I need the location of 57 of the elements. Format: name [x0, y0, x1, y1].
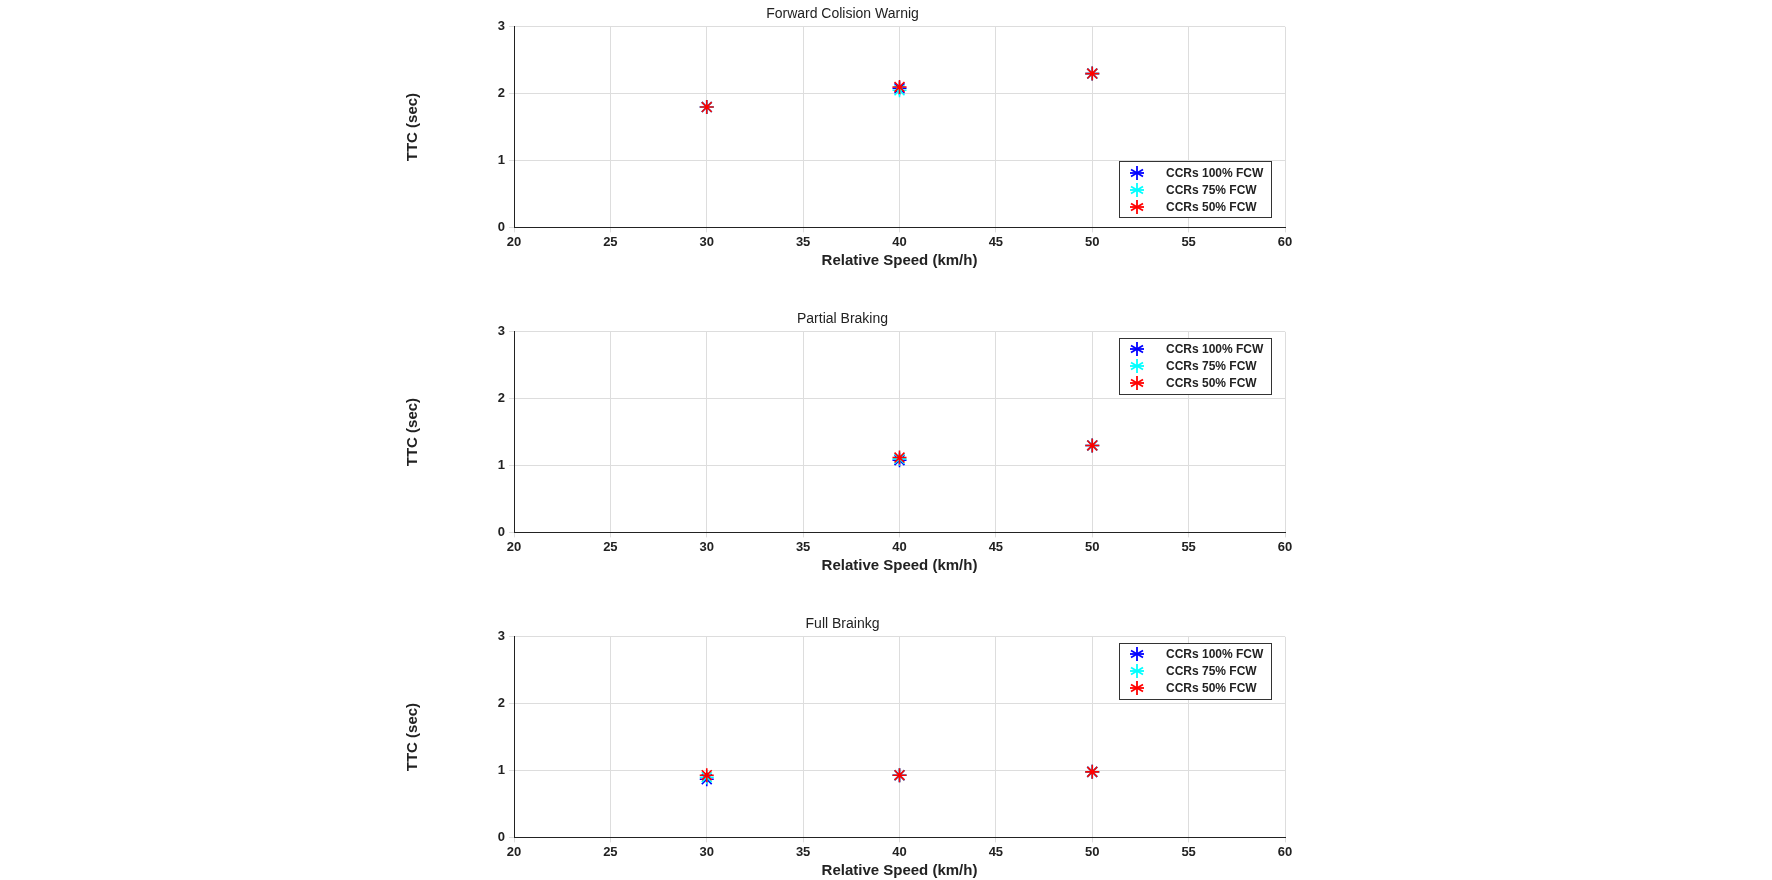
x-tick-label: 60 — [1277, 538, 1293, 554]
legend-label: CCRs 50% FCW — [1166, 681, 1257, 696]
x-tick-label: 30 — [699, 843, 714, 859]
y-axis-title: TTC (sec) — [403, 397, 421, 467]
legend-label: CCRs 100% FCW — [1166, 165, 1264, 180]
x-axis-title: Relative Speed (km/h) — [821, 861, 978, 879]
x-tick-label: 20 — [506, 538, 522, 554]
x-tick-label: 30 — [699, 538, 714, 554]
y-tick-label: 2 — [497, 85, 505, 101]
legend-label: CCRs 75% FCW — [1166, 664, 1257, 679]
x-tick-label: 20 — [506, 843, 522, 859]
y-tick-label: 1 — [497, 152, 505, 168]
x-tick-label: 45 — [988, 538, 1004, 554]
y-axis-title: TTC (sec) — [403, 702, 421, 772]
legend-label: CCRs 50% FCW — [1166, 376, 1257, 391]
y-tick-label: 2 — [497, 390, 505, 406]
x-tick-label: 55 — [1181, 843, 1196, 859]
y-tick-label: 0 — [497, 523, 505, 539]
legend-label: CCRs 100% FCW — [1166, 647, 1264, 662]
x-tick-label: 60 — [1277, 233, 1293, 249]
x-tick-label: 35 — [795, 233, 811, 249]
y-tick-label: 1 — [497, 762, 505, 778]
y-tick-label: 3 — [497, 323, 505, 339]
x-tick-label: 35 — [795, 843, 811, 859]
legend-label: CCRs 50% FCW — [1166, 199, 1257, 214]
x-tick-label: 25 — [603, 843, 618, 859]
x-tick-label: 45 — [988, 233, 1004, 249]
x-tick-label: 55 — [1181, 233, 1196, 249]
legend-label: CCRs 75% FCW — [1166, 359, 1257, 374]
x-tick-label: 55 — [1181, 538, 1196, 554]
x-axis-title: Relative Speed (km/h) — [821, 556, 978, 574]
chart-title: Forward Colision Warnig — [766, 5, 919, 22]
x-tick-label: 25 — [603, 233, 618, 249]
chart-title: Full Brainkg — [805, 615, 880, 632]
x-tick-label: 35 — [795, 538, 811, 554]
x-tick-label: 50 — [1085, 843, 1100, 859]
y-tick-label: 0 — [497, 828, 505, 844]
x-tick-label: 40 — [892, 538, 907, 554]
y-tick-label: 3 — [497, 628, 505, 644]
y-tick-label: 0 — [497, 218, 505, 234]
x-tick-label: 20 — [506, 233, 522, 249]
x-tick-label: 40 — [892, 233, 907, 249]
x-tick-label: 30 — [699, 233, 714, 249]
y-axis-title: TTC (sec) — [403, 92, 421, 162]
legend-label: CCRs 75% FCW — [1166, 182, 1257, 197]
x-tick-label: 45 — [988, 843, 1004, 859]
chart-title: Partial Braking — [796, 310, 889, 327]
legend-label: CCRs 100% FCW — [1166, 342, 1264, 357]
x-axis-title: Relative Speed (km/h) — [821, 251, 978, 269]
y-tick-label: 2 — [497, 695, 505, 711]
x-tick-label: 50 — [1085, 538, 1100, 554]
y-tick-label: 1 — [497, 457, 505, 473]
x-tick-label: 40 — [892, 843, 907, 859]
x-tick-label: 50 — [1085, 233, 1100, 249]
y-tick-label: 3 — [497, 18, 505, 34]
x-tick-label: 60 — [1277, 843, 1293, 859]
x-tick-label: 25 — [603, 538, 618, 554]
